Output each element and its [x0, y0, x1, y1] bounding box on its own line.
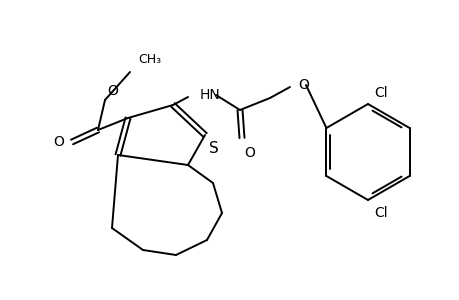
- Text: HN: HN: [200, 88, 220, 102]
- Text: O: O: [107, 84, 118, 98]
- Text: Cl: Cl: [373, 86, 387, 100]
- Text: CH₃: CH₃: [138, 53, 161, 66]
- Text: O: O: [53, 135, 64, 149]
- Text: O: O: [297, 78, 308, 92]
- Text: O: O: [243, 146, 254, 160]
- Text: Cl: Cl: [373, 206, 387, 220]
- Text: S: S: [208, 141, 218, 156]
